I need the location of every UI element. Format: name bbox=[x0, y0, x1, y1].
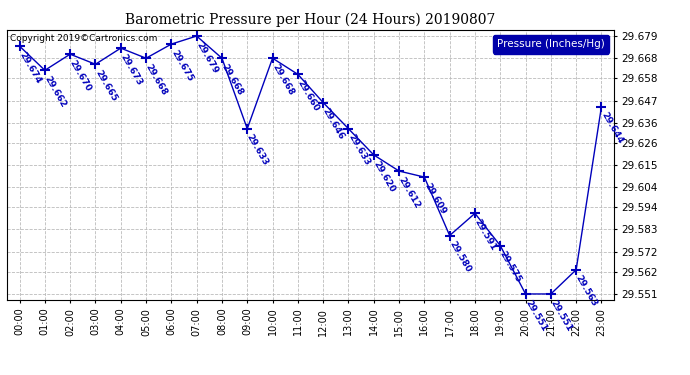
Text: 29.670: 29.670 bbox=[68, 58, 93, 93]
Pressure (Inches/Hg) bbox=[496, 243, 504, 248]
Pressure (Inches/Hg) bbox=[41, 68, 49, 72]
Text: 29.674: 29.674 bbox=[17, 50, 43, 85]
Line: Pressure (Inches/Hg): Pressure (Inches/Hg) bbox=[14, 31, 607, 299]
Pressure (Inches/Hg) bbox=[370, 153, 378, 157]
Pressure (Inches/Hg) bbox=[546, 292, 555, 296]
Pressure (Inches/Hg) bbox=[522, 292, 530, 296]
Text: 29.580: 29.580 bbox=[447, 240, 473, 274]
Pressure (Inches/Hg) bbox=[471, 211, 479, 216]
Text: 29.665: 29.665 bbox=[93, 68, 119, 103]
Text: 29.660: 29.660 bbox=[295, 78, 321, 113]
Pressure (Inches/Hg) bbox=[268, 56, 277, 60]
Title: Barometric Pressure per Hour (24 Hours) 20190807: Barometric Pressure per Hour (24 Hours) … bbox=[126, 13, 495, 27]
Text: 29.551: 29.551 bbox=[549, 298, 574, 333]
Text: Copyright 2019©Cartronics.com: Copyright 2019©Cartronics.com bbox=[10, 34, 157, 43]
Text: 29.575: 29.575 bbox=[498, 250, 523, 285]
Pressure (Inches/Hg) bbox=[218, 56, 226, 60]
Text: 29.668: 29.668 bbox=[270, 62, 295, 97]
Pressure (Inches/Hg) bbox=[15, 44, 23, 48]
Pressure (Inches/Hg) bbox=[193, 34, 201, 38]
Pressure (Inches/Hg) bbox=[91, 62, 99, 66]
Text: 29.646: 29.646 bbox=[321, 107, 346, 141]
Pressure (Inches/Hg) bbox=[142, 56, 150, 60]
Text: 29.675: 29.675 bbox=[169, 48, 195, 83]
Legend: Pressure (Inches/Hg): Pressure (Inches/Hg) bbox=[493, 35, 609, 54]
Pressure (Inches/Hg) bbox=[572, 267, 580, 272]
Pressure (Inches/Hg) bbox=[117, 46, 125, 50]
Text: 29.679: 29.679 bbox=[195, 40, 219, 75]
Text: 29.563: 29.563 bbox=[574, 274, 599, 309]
Pressure (Inches/Hg) bbox=[598, 104, 606, 109]
Pressure (Inches/Hg) bbox=[446, 233, 454, 238]
Text: 29.612: 29.612 bbox=[397, 175, 422, 210]
Text: 29.668: 29.668 bbox=[219, 62, 245, 97]
Text: 29.662: 29.662 bbox=[43, 75, 68, 109]
Text: 29.633: 29.633 bbox=[245, 133, 270, 168]
Pressure (Inches/Hg) bbox=[420, 175, 428, 179]
Pressure (Inches/Hg) bbox=[344, 126, 353, 131]
Text: 29.633: 29.633 bbox=[346, 133, 371, 168]
Pressure (Inches/Hg) bbox=[319, 100, 327, 105]
Pressure (Inches/Hg) bbox=[243, 126, 251, 131]
Pressure (Inches/Hg) bbox=[167, 42, 175, 46]
Pressure (Inches/Hg) bbox=[66, 52, 75, 56]
Text: 29.591: 29.591 bbox=[473, 217, 498, 252]
Text: 29.620: 29.620 bbox=[371, 159, 397, 194]
Pressure (Inches/Hg) bbox=[294, 72, 302, 76]
Text: 29.551: 29.551 bbox=[523, 298, 549, 333]
Text: 29.644: 29.644 bbox=[599, 111, 624, 146]
Text: 29.668: 29.668 bbox=[144, 62, 169, 97]
Text: 29.673: 29.673 bbox=[119, 52, 144, 87]
Pressure (Inches/Hg) bbox=[395, 169, 403, 173]
Text: 29.609: 29.609 bbox=[422, 181, 447, 216]
